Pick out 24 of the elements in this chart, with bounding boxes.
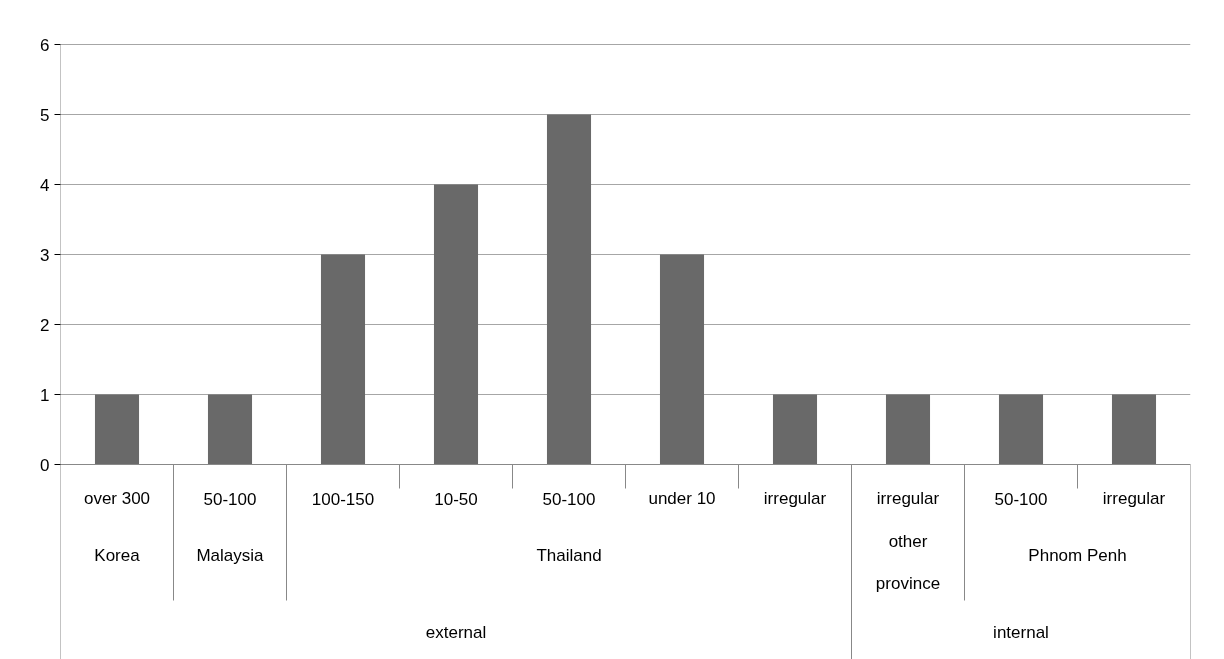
x-tick-label: 10-50: [434, 489, 478, 509]
text: Thailand: [536, 546, 602, 565]
x-tick-label: 50-100: [542, 489, 596, 509]
x-tick-label: over 300: [83, 489, 151, 509]
x-tick-label: 50-100: [994, 489, 1048, 509]
x-tick-label: 50-100: [203, 489, 257, 509]
y-tick-label: 1: [40, 385, 50, 405]
y-tick-label: 4: [40, 175, 50, 195]
y-tick-label: 6: [40, 35, 50, 55]
text: internal: [993, 623, 1049, 642]
text: other province: [875, 532, 941, 593]
y-tick-label: 3: [40, 245, 50, 265]
text: Phnom Penh: [1028, 546, 1127, 565]
text: Korea: [94, 546, 141, 565]
x-tick-label: under 10: [648, 489, 716, 509]
y-tick-label: 5: [40, 105, 50, 125]
text: external: [425, 623, 487, 642]
x-tick-label: irregular: [1102, 489, 1166, 509]
y-tick-label: 0: [40, 455, 50, 475]
x-tick-label: irregular: [763, 489, 827, 509]
y-tick-label: 2: [40, 315, 50, 335]
text: Malaysia: [196, 546, 265, 565]
x-tick-label: 100-150: [311, 489, 375, 509]
x-tick-label: irregular: [876, 489, 940, 509]
